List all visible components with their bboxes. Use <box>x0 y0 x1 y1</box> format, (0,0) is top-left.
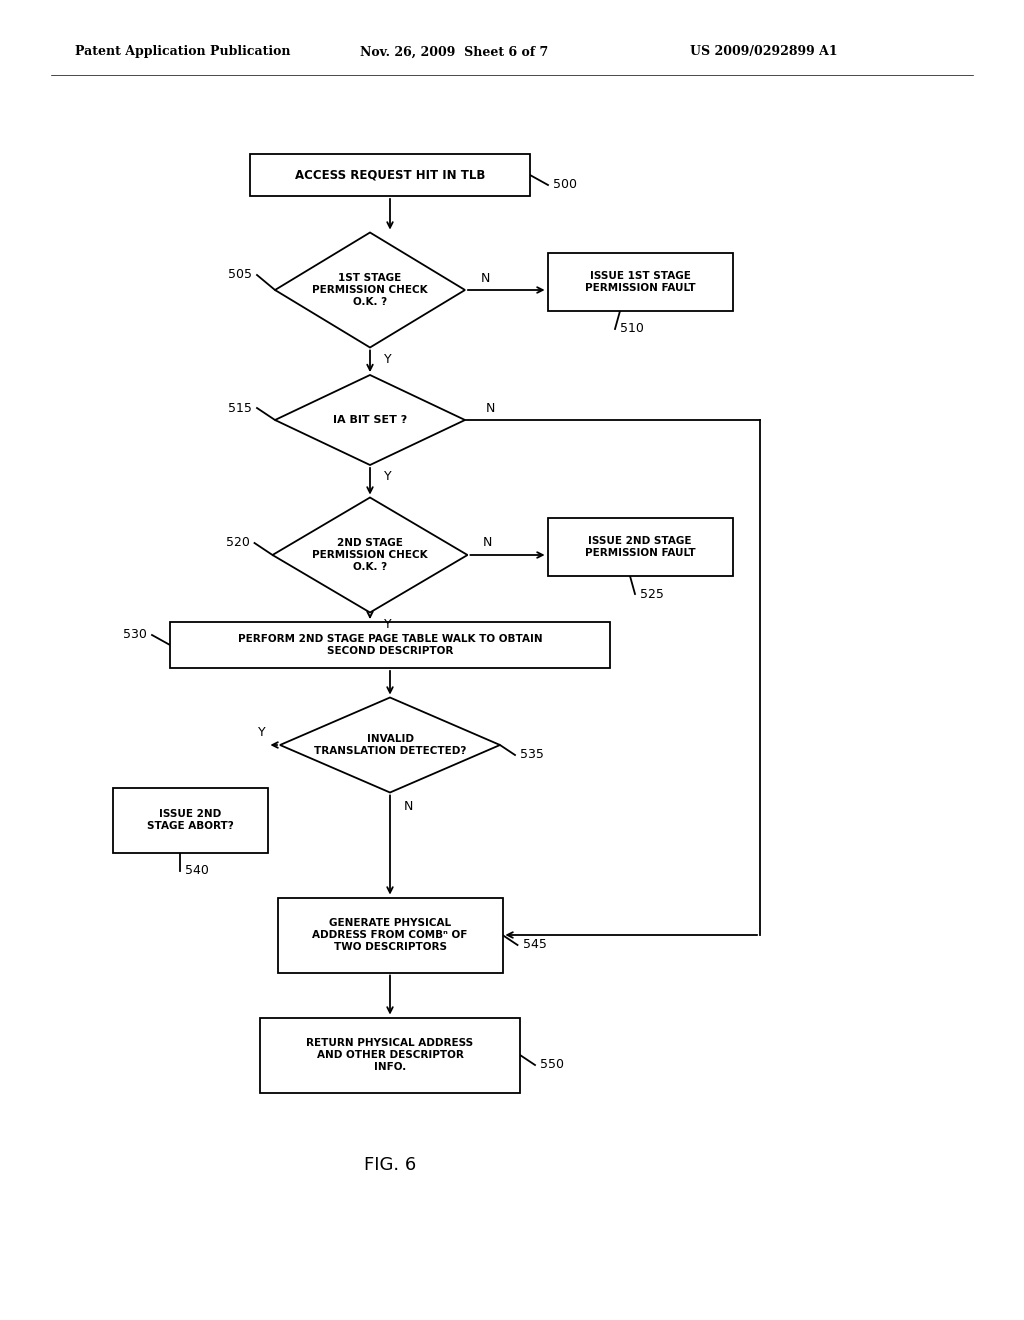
Text: N: N <box>403 800 413 813</box>
Text: 550: 550 <box>540 1059 564 1072</box>
Text: Nov. 26, 2009  Sheet 6 of 7: Nov. 26, 2009 Sheet 6 of 7 <box>360 45 548 58</box>
Bar <box>170 622 610 668</box>
Text: 535: 535 <box>520 748 544 762</box>
Text: INVALID
TRANSLATION DETECTED?: INVALID TRANSLATION DETECTED? <box>313 734 466 756</box>
Bar <box>548 517 732 576</box>
Polygon shape <box>275 375 465 465</box>
Text: ISSUE 2ND STAGE
PERMISSION FAULT: ISSUE 2ND STAGE PERMISSION FAULT <box>585 536 695 558</box>
Text: N: N <box>485 401 495 414</box>
Text: 1ST STAGE
PERMISSION CHECK
O.K. ?: 1ST STAGE PERMISSION CHECK O.K. ? <box>312 273 428 306</box>
Text: 515: 515 <box>228 401 252 414</box>
Text: Y: Y <box>384 352 392 366</box>
Text: FIG. 6: FIG. 6 <box>364 1156 416 1173</box>
Text: RETURN PHYSICAL ADDRESS
AND OTHER DESCRIPTOR
INFO.: RETURN PHYSICAL ADDRESS AND OTHER DESCRI… <box>306 1039 473 1072</box>
Text: 540: 540 <box>185 865 209 876</box>
Text: ISSUE 2ND
STAGE ABORT?: ISSUE 2ND STAGE ABORT? <box>146 809 233 830</box>
Text: 505: 505 <box>228 268 252 281</box>
Polygon shape <box>272 498 468 612</box>
Text: 510: 510 <box>620 322 644 335</box>
Bar <box>250 154 530 195</box>
Text: Patent Application Publication: Patent Application Publication <box>75 45 291 58</box>
Text: 530: 530 <box>123 628 147 642</box>
Text: Y: Y <box>258 726 266 739</box>
Text: 2ND STAGE
PERMISSION CHECK
O.K. ?: 2ND STAGE PERMISSION CHECK O.K. ? <box>312 539 428 572</box>
Text: PERFORM 2ND STAGE PAGE TABLE WALK TO OBTAIN
SECOND DESCRIPTOR: PERFORM 2ND STAGE PAGE TABLE WALK TO OBT… <box>238 634 543 656</box>
Text: 520: 520 <box>225 536 250 549</box>
Polygon shape <box>280 697 500 792</box>
Text: N: N <box>480 272 489 285</box>
Text: 545: 545 <box>522 939 547 952</box>
Polygon shape <box>275 232 465 347</box>
Text: 500: 500 <box>553 178 577 191</box>
Text: GENERATE PHYSICAL
ADDRESS FROM COMBⁿ OF
TWO DESCRIPTORS: GENERATE PHYSICAL ADDRESS FROM COMBⁿ OF … <box>312 919 468 952</box>
Text: IA BIT SET ?: IA BIT SET ? <box>333 414 408 425</box>
Bar <box>260 1018 520 1093</box>
Text: Y: Y <box>384 618 392 631</box>
Bar <box>113 788 267 853</box>
Bar <box>278 898 503 973</box>
Text: N: N <box>482 536 493 549</box>
Bar <box>548 253 732 312</box>
Text: ACCESS REQUEST HIT IN TLB: ACCESS REQUEST HIT IN TLB <box>295 169 485 181</box>
Text: Y: Y <box>384 470 392 483</box>
Text: ISSUE 1ST STAGE
PERMISSION FAULT: ISSUE 1ST STAGE PERMISSION FAULT <box>585 271 695 293</box>
Text: US 2009/0292899 A1: US 2009/0292899 A1 <box>690 45 838 58</box>
Text: 525: 525 <box>640 587 664 601</box>
